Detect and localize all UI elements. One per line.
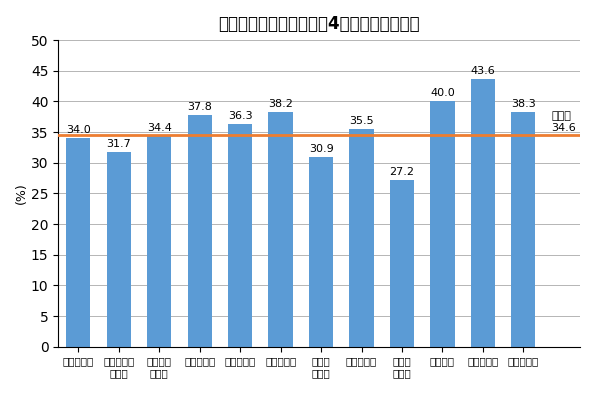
Bar xyxy=(390,180,414,347)
Text: 36.3: 36.3 xyxy=(228,111,252,121)
Bar xyxy=(66,138,90,347)
Text: 38.2: 38.2 xyxy=(268,99,293,109)
Text: 43.6: 43.6 xyxy=(471,66,495,76)
Bar xyxy=(309,157,333,347)
Text: 37.8: 37.8 xyxy=(187,102,212,112)
Text: 38.3: 38.3 xyxy=(511,99,536,109)
Bar xyxy=(107,152,131,347)
Text: 27.2: 27.2 xyxy=(390,167,415,177)
Bar xyxy=(471,79,495,347)
Text: 34.0: 34.0 xyxy=(66,125,90,135)
Text: 県平均
34.6: 県平均 34.6 xyxy=(552,112,577,133)
Bar xyxy=(268,112,293,347)
Text: 30.9: 30.9 xyxy=(309,144,333,154)
Bar xyxy=(147,136,171,347)
Text: 35.5: 35.5 xyxy=(349,116,374,126)
Bar xyxy=(228,124,252,347)
Bar xyxy=(511,112,536,347)
Bar xyxy=(187,115,212,347)
Title: むし歯のある者の割合（4歳児・保健所別）: むし歯のある者の割合（4歳児・保健所別） xyxy=(218,15,420,33)
Text: 40.0: 40.0 xyxy=(430,88,455,98)
Bar xyxy=(430,101,455,347)
Text: 34.4: 34.4 xyxy=(147,123,172,133)
Text: 31.7: 31.7 xyxy=(107,139,131,149)
Bar xyxy=(349,129,374,347)
Y-axis label: (%): (%) xyxy=(15,182,28,204)
